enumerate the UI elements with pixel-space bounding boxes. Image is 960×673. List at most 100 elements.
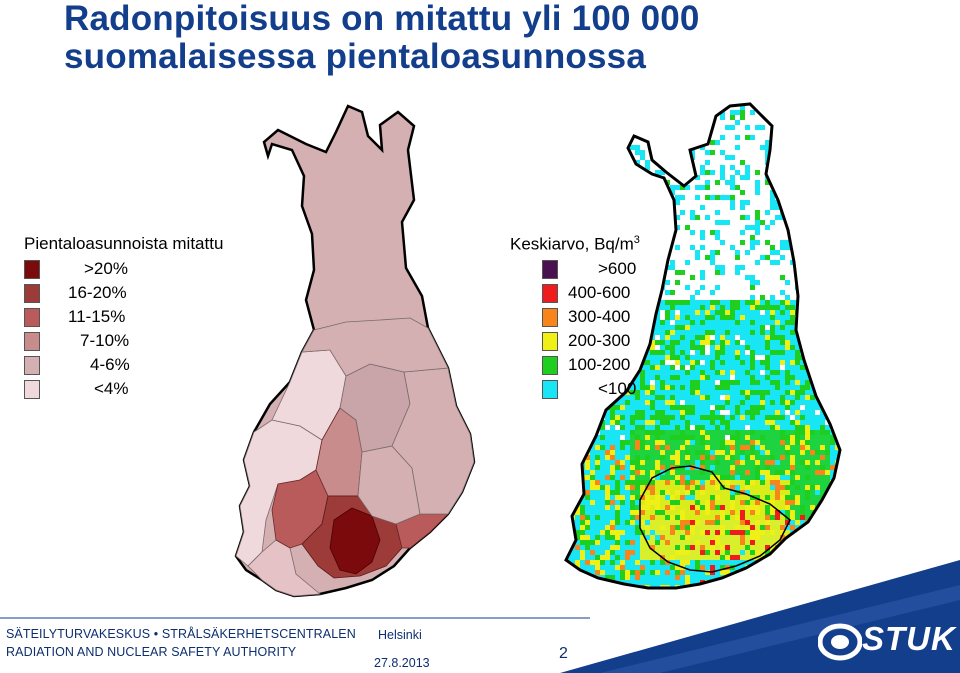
map-grid-cell: [680, 405, 685, 410]
map-grid-cell: [755, 185, 760, 190]
map-grid-cell: [810, 450, 815, 455]
map-grid-cell: [560, 585, 565, 590]
map-grid-cell: [680, 480, 685, 485]
map-grid-cell: [675, 480, 680, 485]
map-grid-cell: [630, 500, 635, 505]
map-grid-cell: [790, 320, 795, 325]
map-grid-cell: [635, 145, 640, 150]
map-grid-cell: [670, 265, 675, 270]
map-grid-cell: [710, 340, 715, 345]
map-grid-cell: [835, 545, 840, 550]
map-grid-cell: [685, 420, 690, 425]
map-grid-cell: [790, 540, 795, 545]
organization-name-english: RADIATION AND NUCLEAR SAFETY AUTHORITY: [6, 645, 297, 659]
map-grid-cell: [780, 585, 785, 588]
map-grid-cell: [595, 410, 600, 415]
map-grid-cell: [825, 585, 830, 588]
map-grid-cell: [665, 300, 670, 305]
map-grid-cell: [735, 405, 740, 410]
map-grid-cell: [760, 585, 765, 588]
map-grid-cell: [845, 470, 850, 475]
map-grid-cell: [650, 490, 655, 495]
map-grid-cell: [640, 380, 645, 385]
map-grid-cell: [735, 250, 740, 255]
map-grid-cell: [750, 580, 755, 585]
map-grid-cell: [800, 300, 805, 305]
map-grid-cell: [745, 225, 750, 230]
map-grid-cell: [660, 420, 665, 425]
map-grid-cell: [655, 460, 660, 465]
map-grid-cell: [605, 535, 610, 540]
map-grid-cell: [560, 200, 565, 205]
map-grid-cell: [750, 245, 755, 250]
map-grid-cell: [575, 495, 580, 500]
map-grid-cell: [595, 120, 600, 125]
map-grid-cell: [645, 400, 650, 405]
map-grid-cell: [805, 555, 810, 560]
map-grid-cell: [735, 255, 740, 260]
map-grid-cell: [820, 295, 825, 300]
map-grid-cell: [775, 350, 780, 355]
map-grid-cell: [605, 155, 610, 160]
map-grid-cell: [750, 280, 755, 285]
map-grid-cell: [680, 195, 685, 200]
map-grid-cell: [835, 135, 840, 140]
map-grid-cell: [810, 485, 815, 490]
map-grid-cell: [635, 470, 640, 475]
map-grid-cell: [770, 205, 775, 210]
map-grid-cell: [785, 320, 790, 325]
map-grid-cell: [735, 185, 740, 190]
map-grid-cell: [735, 300, 740, 305]
map-grid-cell: [650, 515, 655, 520]
map-grid-cell: [770, 250, 775, 255]
map-grid-cell: [785, 565, 790, 570]
map-grid-cell: [675, 550, 680, 555]
map-grid-cell: [825, 500, 830, 505]
map-grid-cell: [610, 130, 615, 135]
map-grid-cell: [630, 550, 635, 555]
map-grid-cell: [690, 525, 695, 530]
map-grid-cell: [775, 160, 780, 165]
map-grid-cell: [795, 185, 800, 190]
map-grid-cell: [815, 245, 820, 250]
map-grid-cell: [715, 450, 720, 455]
map-grid-cell: [715, 355, 720, 360]
map-grid-cell: [615, 220, 620, 225]
map-grid-cell: [785, 525, 790, 530]
map-grid-cell: [685, 365, 690, 370]
map-grid-cell: [710, 495, 715, 500]
map-grid-cell: [605, 180, 610, 185]
map-grid-cell: [566, 125, 570, 130]
map-grid-cell: [720, 510, 725, 515]
map-grid-cell: [720, 570, 725, 575]
map-grid-cell: [670, 350, 675, 355]
map-grid-cell: [770, 420, 775, 425]
map-grid-cell: [655, 430, 660, 435]
map-grid-cell: [700, 320, 705, 325]
map-grid-cell: [815, 575, 820, 580]
map-grid-cell: [600, 195, 605, 200]
map-grid-cell: [650, 415, 655, 420]
map-grid-cell: [715, 310, 720, 315]
map-grid-cell: [750, 575, 755, 580]
map-grid-cell: [625, 455, 630, 460]
legend-swatch: [24, 308, 40, 327]
map-grid-cell: [840, 335, 845, 340]
map-grid-cell: [730, 505, 735, 510]
map-grid-cell: [825, 385, 830, 390]
map-grid-cell: [715, 370, 720, 375]
map-grid-cell: [740, 515, 745, 520]
map-grid-cell: [765, 240, 770, 245]
map-grid-cell: [765, 560, 770, 565]
map-grid-cell: [566, 435, 570, 440]
map-grid-cell: [825, 230, 830, 235]
map-grid-cell: [820, 275, 825, 280]
map-grid-cell: [650, 530, 655, 535]
map-grid-cell: [750, 525, 755, 530]
map-grid-cell: [715, 350, 720, 355]
map-grid-cell: [605, 495, 610, 500]
map-grid-cell: [585, 130, 590, 135]
map-grid-cell: [780, 360, 785, 365]
map-grid-cell: [635, 110, 640, 115]
map-grid-cell: [700, 530, 705, 535]
